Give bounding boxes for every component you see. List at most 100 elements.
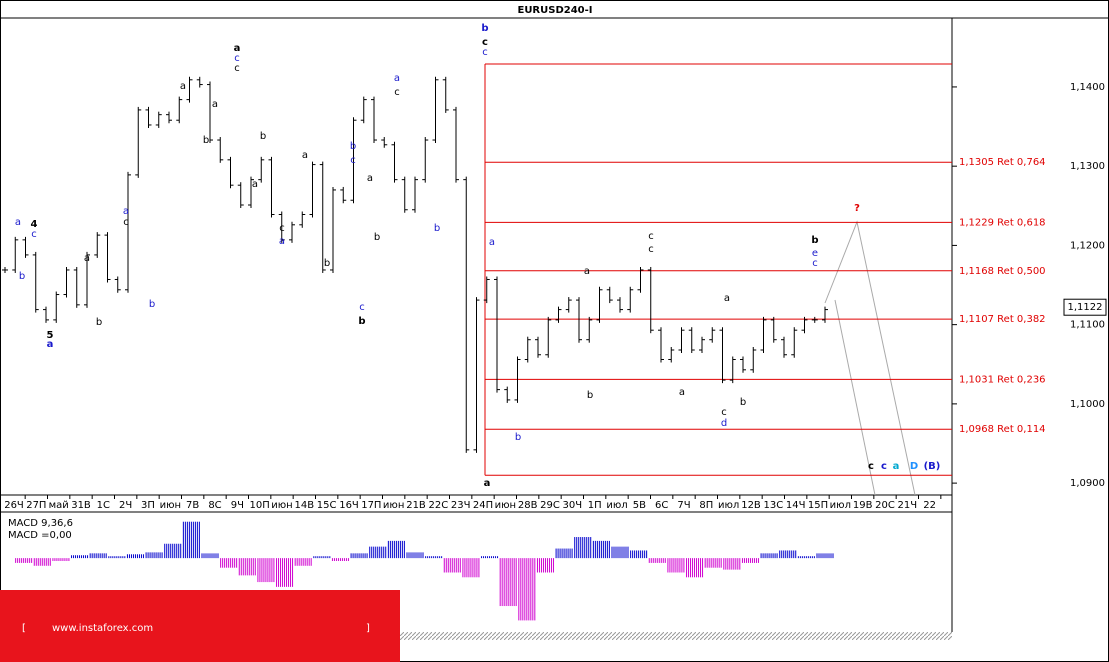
wave-label: a	[123, 206, 129, 217]
chart-title: EURUSD240-I	[517, 5, 592, 16]
x-tick-label: 15С	[317, 500, 337, 511]
x-tick-label: июл	[606, 500, 627, 511]
wave-label: a	[367, 173, 373, 184]
x-tick-label: 24П	[473, 500, 493, 511]
x-tick-label: 3П	[141, 500, 155, 511]
x-tick-label: 8С	[208, 500, 221, 511]
wave-label: b	[358, 316, 365, 327]
x-tick-label: 8П	[699, 500, 713, 511]
fib-label: 1,1031 Ret 0,236	[959, 374, 1046, 385]
x-tick-label: 15П	[808, 500, 828, 511]
wave-label: a	[893, 461, 900, 472]
price-label: 1,1122	[1068, 302, 1103, 313]
wave-label: a	[252, 179, 258, 190]
wave-label: c	[812, 258, 818, 269]
wave-label: a	[47, 339, 54, 350]
wave-label: b	[350, 141, 356, 152]
wave-label: a	[84, 253, 90, 264]
wave-label: 5	[47, 330, 54, 341]
x-tick-label: 31В	[71, 500, 91, 511]
wave-label: a	[279, 236, 285, 247]
wave-label: a	[15, 217, 21, 228]
wave-label: b	[481, 23, 488, 34]
x-tick-label: 2Ч	[119, 500, 132, 511]
wave-label: a	[212, 99, 218, 110]
x-tick-label: 19В	[853, 500, 873, 511]
x-tick-label: 28В	[518, 500, 538, 511]
x-tick-label: 21Ч	[898, 500, 918, 511]
wave-label: c	[881, 461, 887, 472]
wave-label: b	[203, 135, 209, 146]
wave-label: c	[350, 155, 356, 166]
x-tick-label: июл	[830, 500, 851, 511]
x-tick-label: 29С	[540, 500, 560, 511]
x-tick-label: 23Ч	[451, 500, 471, 511]
wave-label: c	[234, 53, 240, 64]
wave-label: c	[868, 461, 874, 472]
x-tick-label: 1С	[97, 500, 110, 511]
x-tick-label: 1П	[588, 500, 602, 511]
x-tick-label: 7Ч	[677, 500, 690, 511]
wave-label: c	[394, 87, 400, 98]
wave-label: b	[96, 317, 102, 328]
x-tick-label: июл	[718, 500, 739, 511]
wave-label: a	[724, 293, 730, 304]
x-tick-label: 14Ч	[786, 500, 806, 511]
wave-label: c	[482, 47, 488, 58]
x-tick-label: 9Ч	[231, 500, 244, 511]
fib-label: 1,1229 Ret 0,618	[959, 217, 1046, 228]
wave-label: a	[584, 266, 590, 277]
watermark-bracket: [	[22, 623, 26, 634]
price-box	[1063, 298, 1107, 316]
y-tick-label: 1,1100	[1070, 320, 1105, 331]
x-tick-label: 13С	[763, 500, 783, 511]
wave-label: d	[721, 418, 727, 429]
y-tick-label: 1,1000	[1070, 399, 1105, 410]
wave-label: c	[279, 223, 285, 234]
x-tick-label: 22С	[428, 500, 448, 511]
wave-label: a	[180, 81, 186, 92]
y-tick-label: 1,0900	[1070, 478, 1105, 489]
wave-label: b	[811, 235, 818, 246]
wave-label: a	[394, 73, 400, 84]
watermark-bracket: ]	[366, 623, 370, 634]
wave-label: a	[484, 478, 491, 489]
x-tick-label: 20С	[875, 500, 895, 511]
x-tick-label: 26Ч	[4, 500, 24, 511]
x-tick-label: 22	[923, 500, 936, 511]
wave-label: c	[648, 244, 654, 255]
watermark-text: www.instaforex.com	[52, 623, 153, 634]
x-tick-label: 27П	[26, 500, 46, 511]
fib-label: 1,1107 Ret 0,382	[959, 314, 1046, 325]
wave-label: a	[302, 150, 308, 161]
fib-label: 1,1305 Ret 0,764	[959, 157, 1046, 168]
y-tick-label: 1,1300	[1070, 161, 1105, 172]
x-tick-label: июн	[383, 500, 404, 511]
wave-label: ?	[854, 203, 860, 214]
wave-label: c	[721, 407, 727, 418]
watermark-box	[0, 590, 400, 662]
wave-label: b	[515, 432, 521, 443]
wave-label: b	[740, 397, 746, 408]
x-tick-label: 5В	[633, 500, 646, 511]
x-tick-label: 10П	[250, 500, 270, 511]
x-tick-label: 6С	[655, 500, 668, 511]
wave-label: c	[31, 229, 37, 240]
wave-label: b	[149, 299, 155, 310]
x-tick-label: 14В	[295, 500, 315, 511]
wave-label: b	[324, 258, 330, 269]
wave-label: b	[587, 390, 593, 401]
wave-label: a	[679, 387, 685, 398]
wave-label: c	[648, 231, 654, 242]
x-tick-label: июн	[160, 500, 181, 511]
x-tick-label: 17П	[361, 500, 381, 511]
x-tick-label: 12В	[741, 500, 761, 511]
x-tick-label: 21В	[406, 500, 426, 511]
x-tick-label: май	[49, 500, 69, 511]
wave-label: b	[374, 232, 380, 243]
wave-label: D	[910, 461, 918, 472]
wave-label: c	[234, 63, 240, 74]
x-tick-label: 16Ч	[339, 500, 359, 511]
